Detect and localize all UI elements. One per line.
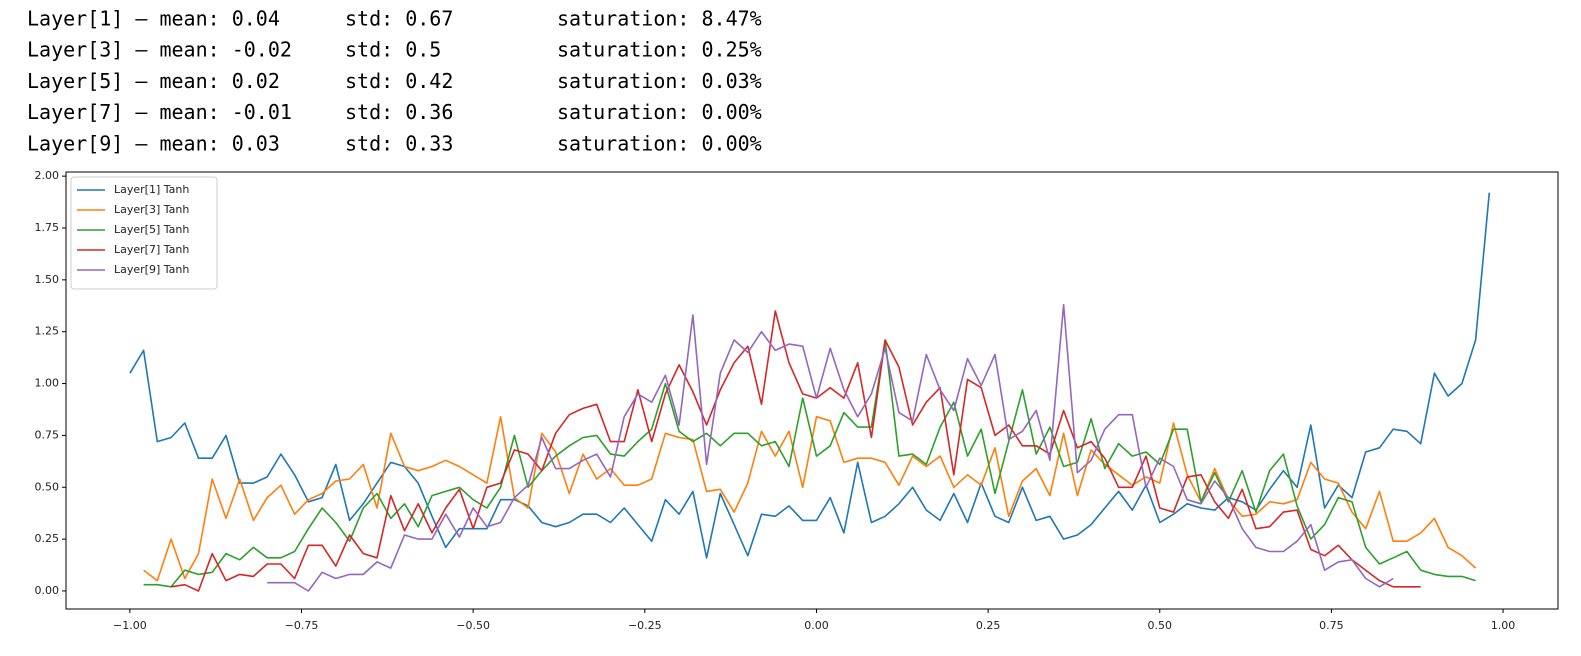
series-line xyxy=(129,192,1491,559)
stat-layer: Layer[3] — mean: -0.02 xyxy=(27,38,292,62)
y-tick-label: 0.00 xyxy=(35,584,60,597)
stat-std: std: 0.36 xyxy=(345,100,453,124)
x-tick-label: 0.00 xyxy=(804,619,829,632)
series-line xyxy=(143,339,1476,588)
y-tick-label: 1.00 xyxy=(35,377,60,390)
x-tick-label: 0.75 xyxy=(1319,619,1344,632)
stat-saturation: saturation: 0.03% xyxy=(557,69,762,93)
series-line xyxy=(267,303,1394,592)
y-tick-label: 2.00 xyxy=(35,169,60,182)
y-tick-label: 1.50 xyxy=(35,273,60,286)
stat-std: std: 0.42 xyxy=(345,69,453,93)
y-tick-label: 0.75 xyxy=(35,428,60,441)
y-tick-label: 0.25 xyxy=(35,532,60,545)
stat-saturation: saturation: 0.00% xyxy=(557,100,762,124)
x-tick-label: 1.00 xyxy=(1491,619,1516,632)
x-tick-label: −0.75 xyxy=(285,619,319,632)
legend-label: Layer[5] Tanh xyxy=(114,223,189,236)
stat-saturation: saturation: 0.25% xyxy=(557,38,762,62)
x-tick-label: −0.50 xyxy=(456,619,490,632)
x-tick-label: 0.25 xyxy=(976,619,1001,632)
stat-std: std: 0.67 xyxy=(345,7,453,31)
stat-std: std: 0.5 xyxy=(345,38,441,62)
legend-label: Layer[9] Tanh xyxy=(114,263,189,276)
legend-box xyxy=(70,176,218,290)
stat-layer: Layer[7] — mean: -0.01 xyxy=(27,100,292,124)
series-line xyxy=(170,310,1421,592)
legend-label: Layer[7] Tanh xyxy=(114,243,189,256)
stat-std: std: 0.33 xyxy=(345,131,453,155)
y-tick-label: 0.50 xyxy=(35,480,60,493)
y-tick-label: 1.75 xyxy=(35,221,60,234)
x-tick-label: −0.25 xyxy=(628,619,662,632)
x-tick-label: 0.50 xyxy=(1148,619,1173,632)
stat-layer: Layer[5] — mean: 0.02 xyxy=(27,69,280,93)
legend-label: Layer[1] Tanh xyxy=(114,183,189,196)
stat-saturation: saturation: 8.47% xyxy=(557,7,762,31)
stat-layer: Layer[1] — mean: 0.04 xyxy=(27,7,280,31)
y-tick-label: 1.25 xyxy=(35,325,60,338)
stat-layer: Layer[9] — mean: 0.03 xyxy=(27,131,280,155)
x-tick-label: −1.00 xyxy=(113,619,147,632)
stat-saturation: saturation: 0.00% xyxy=(557,131,762,155)
series-line xyxy=(143,415,1477,582)
legend-label: Layer[3] Tanh xyxy=(114,203,189,216)
plot-frame xyxy=(65,171,1559,610)
